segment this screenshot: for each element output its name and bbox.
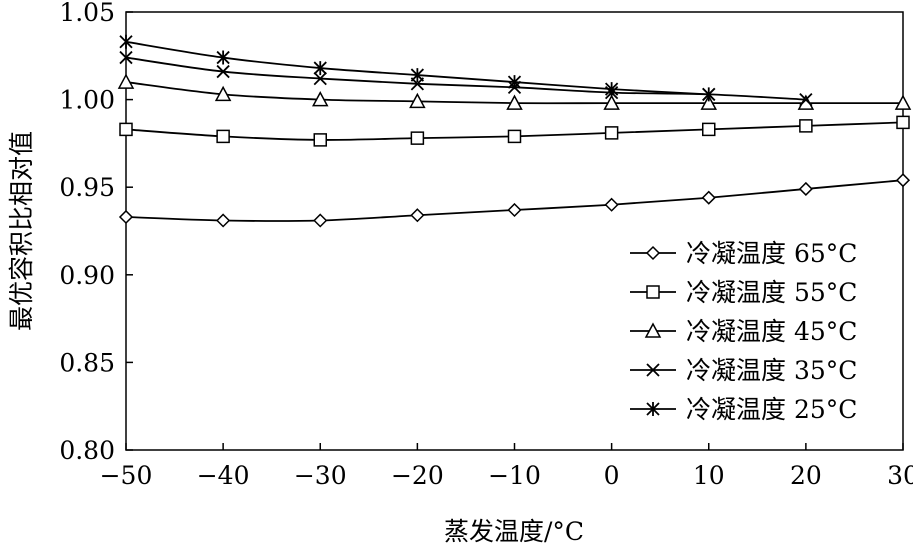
x-tick-label: −50 [100,461,153,490]
legend-item: 冷凝温度 25°C [630,395,857,424]
point-marker-diamond [701,190,716,205]
legend-label: 冷凝温度 25°C [686,395,857,424]
point-marker-triangle [214,85,232,102]
x-tick-label: −10 [488,461,541,490]
point-marker-square [313,133,327,147]
point-marker-square [702,122,716,137]
x-tick-label: 20 [790,461,822,490]
point-marker-x [799,92,813,107]
point-marker-x [119,50,133,65]
point-marker-square [896,115,910,130]
point-marker-triangle [117,73,135,89]
point-marker-square [507,129,522,144]
y-tick-label: 0.95 [59,173,115,202]
series-diamond [118,173,911,228]
legend-label: 冷凝温度 35°C [686,356,857,385]
point-marker-square [799,119,813,133]
point-marker-triangle [644,322,662,338]
point-marker-asterisk [604,82,619,97]
legend-item: 冷凝温度 35°C [630,356,857,385]
x-axis: −50 −40 −30 −20 −10 0 10 20 30 [100,443,913,490]
point-marker-triangle [506,94,523,110]
x-tick-label: 0 [604,461,620,490]
series-layer [117,34,912,228]
point-marker-diamond [118,209,134,225]
point-marker-asterisk [646,402,660,416]
point-marker-square [410,131,425,145]
point-marker-square [119,122,133,137]
y-tick-label: 1.05 [59,0,115,27]
point-marker-diamond [410,208,425,223]
point-marker-asterisk [216,50,230,65]
point-marker-square [604,126,619,140]
y-tick-label: 0.80 [59,436,115,465]
legend-label: 冷凝温度 55°C [686,278,857,307]
x-tick-label: −20 [391,461,444,490]
point-marker-square [646,285,660,299]
x-tick-label: −30 [294,461,347,490]
point-marker-diamond [645,245,661,261]
legend-item: 冷凝温度 65°C [630,239,857,268]
legend-label: 冷凝温度 45°C [686,317,857,346]
point-marker-asterisk [507,75,522,90]
y-axis-label: 最优容积比相对值 [7,131,36,331]
legend-item: 冷凝温度 55°C [630,278,857,307]
x-tick-label: −40 [197,461,250,490]
point-marker-diamond [895,173,911,188]
point-marker-x [313,71,327,86]
x-tick-label: 30 [887,461,913,490]
point-marker-asterisk [702,87,716,102]
y-tick-label: 0.85 [59,348,115,377]
y-axis: 0.80 0.85 0.90 0.95 1.00 1.05 [59,0,133,465]
point-marker-diamond [507,202,522,218]
y-tick-label: 1.00 [59,86,115,115]
point-marker-diamond [216,213,231,228]
series-asterisk [119,34,716,102]
x-axis-label: 蒸发温度/°C [444,517,584,546]
legend: 冷凝温度 65°C 冷凝温度 55°C 冷凝温度 45°C 冷凝温度 35°C 冷凝温度… [630,239,857,424]
point-marker-x [646,363,660,377]
point-marker-diamond [313,213,328,228]
point-marker-triangle [894,94,912,110]
y-tick-label: 0.90 [59,261,115,290]
point-marker-x [216,64,230,79]
point-marker-asterisk [119,34,133,49]
legend-item: 冷凝温度 45°C [630,317,857,346]
x-tick-label: 10 [693,461,725,490]
legend-label: 冷凝温度 65°C [686,239,857,268]
point-marker-asterisk [410,68,425,83]
point-marker-triangle [409,92,426,109]
series-square [119,115,910,147]
point-marker-square [216,129,230,144]
point-marker-triangle [311,91,329,107]
series-line [125,40,709,96]
point-marker-triangle [603,94,620,110]
point-marker-diamond [798,181,813,197]
point-marker-diamond [604,197,619,212]
point-marker-asterisk [313,61,327,76]
point-marker-triangle [700,94,718,110]
